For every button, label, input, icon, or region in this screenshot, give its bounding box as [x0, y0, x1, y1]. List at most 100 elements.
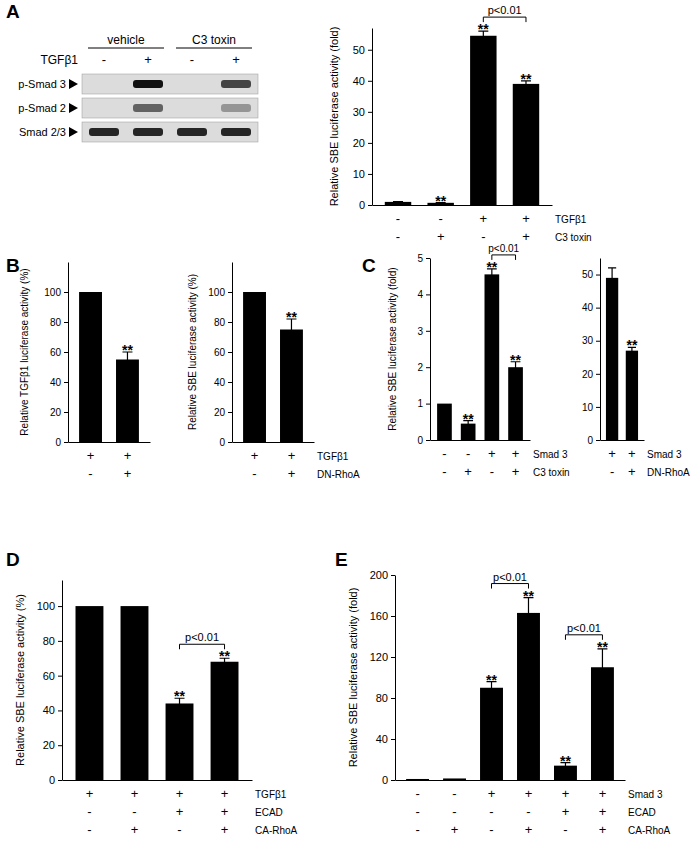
comparison-bracket — [180, 644, 225, 649]
row-label: Smad 2/3 — [19, 126, 66, 138]
x-axis-line — [396, 780, 626, 781]
y-tick-label: 120 — [370, 651, 388, 663]
y-tick-mark — [391, 575, 395, 576]
comparison-label: p<0.01 — [488, 4, 522, 16]
y-tick-mark — [228, 352, 232, 353]
condition-sign: + — [628, 446, 636, 461]
y-tick: 10 — [353, 168, 372, 180]
significance: ** — [478, 21, 489, 37]
y-tick-label: 0 — [417, 435, 423, 446]
blot-strip — [82, 122, 258, 142]
y-tick-mark — [426, 331, 430, 332]
group-line — [176, 48, 252, 49]
condition-label: C3 toxin — [533, 467, 570, 478]
significance: ** — [122, 342, 133, 358]
x-axis — [431, 440, 531, 442]
y-axis: 012345 — [417, 253, 430, 446]
y-tick: 50 — [582, 269, 600, 280]
y-tick: 3 — [417, 326, 430, 337]
plot-area — [76, 606, 239, 780]
y-tick-label: 30 — [582, 335, 594, 346]
y-tick-mark — [58, 606, 62, 607]
condition-label: DN-RhoA — [317, 469, 360, 480]
condition-sign: + — [628, 464, 636, 479]
y-tick: 5 — [417, 253, 430, 264]
y-tick: 10 — [582, 402, 600, 413]
condition-sign: - — [415, 786, 419, 801]
panel-label: C — [362, 255, 376, 276]
plot-area — [79, 292, 139, 442]
significance: ** — [174, 688, 185, 704]
condition-label: TGFβ1 — [317, 451, 349, 462]
y-axis: 04080120160200 — [370, 569, 396, 786]
y-tick: 20 — [353, 137, 372, 149]
condition-sign: + — [464, 464, 472, 479]
condition-sign: + — [87, 448, 95, 463]
condition-sign: + — [437, 229, 445, 244]
condition-sign: - — [452, 786, 456, 801]
y-tick-mark — [368, 174, 372, 175]
condition-sign: - — [481, 229, 485, 244]
y-tick-mark — [368, 81, 372, 82]
y-tick-label: 3 — [417, 326, 423, 337]
y-tick-label: 80 — [43, 635, 55, 647]
condition-sign: - — [489, 804, 493, 819]
y-tick-mark — [596, 440, 600, 441]
y-tick-mark — [368, 50, 372, 51]
bar — [606, 278, 618, 440]
comparison-bracket — [492, 255, 516, 260]
bar-chart: 04080120160200Relative SBE luciferase ac… — [347, 569, 671, 837]
condition-sign: + — [124, 466, 132, 481]
y-tick-mark — [228, 292, 232, 293]
x-axis-line — [601, 440, 645, 441]
y-tick: 200 — [370, 569, 395, 581]
y-tick-mark — [391, 780, 395, 781]
x-axis — [601, 440, 645, 442]
y-tick-label: 60 — [214, 347, 226, 358]
y-tick: 0 — [382, 774, 395, 786]
band — [221, 80, 251, 88]
plot-area — [606, 268, 638, 440]
condition-sign: - — [87, 804, 91, 819]
y-tick: 50 — [353, 44, 372, 56]
band — [133, 80, 163, 88]
y-axis-title: Relative SBE luciferase activity (%) — [14, 594, 26, 766]
bar — [443, 778, 466, 780]
y-tick-label: 0 — [49, 774, 55, 786]
condition-label: CA-RhoA — [628, 825, 671, 836]
y-tick: 60 — [43, 670, 62, 682]
y-tick-label: 100 — [44, 287, 61, 298]
y-tick-label: 0 — [359, 199, 365, 211]
y-tick-mark — [228, 322, 232, 323]
plot-area — [243, 292, 303, 442]
y-tick: 0 — [55, 437, 68, 448]
condition-sign: + — [86, 786, 94, 801]
significance: ** — [219, 648, 230, 664]
x-axis-line — [69, 442, 151, 443]
condition-sign: + — [599, 786, 607, 801]
row-label: p-Smad 2 — [18, 102, 66, 114]
bar — [406, 779, 429, 780]
y-tick-mark — [64, 352, 68, 353]
y-tick: 40 — [50, 377, 68, 388]
band — [221, 104, 251, 112]
plot-area — [437, 269, 523, 440]
y-tick-mark — [228, 442, 232, 443]
y-tick: 0 — [49, 774, 62, 786]
row-arrow — [69, 127, 78, 137]
y-tick-mark — [596, 374, 600, 375]
y-tick-label: 20 — [353, 137, 365, 149]
y-tick-label: 100 — [37, 600, 55, 612]
blot-strip — [82, 74, 258, 94]
y-tick: 100 — [208, 287, 232, 298]
band — [177, 104, 207, 112]
bar-chart: 020406080100Relative TGFβ1 luciferase ac… — [19, 263, 151, 482]
comparison-bracket — [492, 584, 529, 589]
y-tick-label: 40 — [353, 75, 365, 87]
condition-sign: + — [562, 804, 570, 819]
condition-sign: - — [489, 822, 493, 837]
panel-label: B — [6, 255, 20, 276]
significance: ** — [510, 352, 521, 368]
y-tick: 30 — [353, 106, 372, 118]
condition-sign: + — [176, 804, 184, 819]
